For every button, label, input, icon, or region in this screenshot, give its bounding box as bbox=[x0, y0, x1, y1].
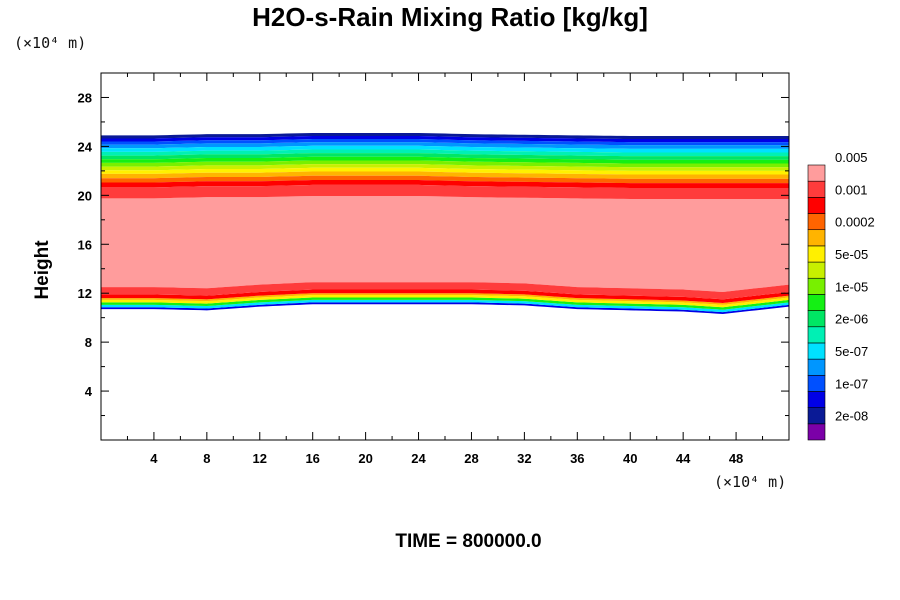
contour-band-top bbox=[101, 180, 789, 188]
colorbar-swatch bbox=[807, 245, 826, 263]
y-tick-label: 28 bbox=[78, 90, 92, 105]
y-tick-label: 12 bbox=[78, 286, 92, 301]
contour-band-bottom bbox=[101, 302, 789, 314]
contour-band-top bbox=[101, 136, 789, 143]
y-tick-label: 4 bbox=[85, 384, 93, 399]
contour-band-top bbox=[101, 184, 789, 200]
contour-band-top bbox=[101, 132, 789, 140]
x-tick-label: 48 bbox=[729, 451, 743, 466]
colorbar-swatch bbox=[807, 261, 826, 279]
contour-band-top bbox=[101, 167, 789, 175]
colorbar-label: 1e-05 bbox=[835, 279, 868, 294]
colorbar-swatch bbox=[807, 326, 826, 344]
x-tick-label: 16 bbox=[305, 451, 319, 466]
contour-band-bottom bbox=[101, 282, 789, 300]
x-axis-unit: (×10⁴ m) bbox=[714, 473, 787, 491]
x-tick-label: 8 bbox=[203, 451, 210, 466]
colorbar-swatch bbox=[807, 180, 826, 198]
colorbar-swatch bbox=[807, 277, 826, 295]
y-tick-label: 24 bbox=[78, 139, 93, 154]
colorbar-swatch bbox=[807, 358, 826, 376]
colorbar-swatch bbox=[807, 391, 826, 408]
contour-band-top bbox=[101, 164, 789, 171]
y-tick-label: 16 bbox=[78, 237, 92, 252]
colorbar: 2e-08 1e-07 5e-07 2e-06 1e-05 5e-05 0.0002 0.00… bbox=[807, 150, 875, 441]
colorbar-swatch bbox=[807, 423, 826, 441]
y-tick-label: 20 bbox=[78, 188, 92, 203]
x-tick-label: 4 bbox=[150, 451, 158, 466]
contour-band-bottom bbox=[101, 299, 789, 313]
colorbar-label: 2e-06 bbox=[835, 312, 868, 327]
contour-band-bottom bbox=[101, 293, 789, 305]
contour-band-top bbox=[101, 175, 789, 184]
colorbar-label: 0.005 bbox=[835, 150, 868, 165]
colorbar-label: 0.0002 bbox=[835, 215, 875, 230]
chart-title: H2O-s-Rain Mixing Ratio [kg/kg] bbox=[252, 2, 648, 32]
x-tick-label: 40 bbox=[623, 451, 637, 466]
colorbar-label: 1e-07 bbox=[835, 376, 868, 391]
contour-fill bbox=[101, 132, 789, 314]
contour-band-top bbox=[101, 139, 789, 146]
contour-band-top bbox=[101, 153, 789, 160]
x-axis: 4 8 12 16 20 24 28 32 36 40 44 48 bbox=[126, 73, 764, 466]
x-tick-label: 28 bbox=[464, 451, 478, 466]
colorbar-swatch bbox=[807, 310, 826, 328]
x-tick-label: 44 bbox=[676, 451, 691, 466]
contour-band-top bbox=[101, 160, 789, 168]
x-tick-label: 24 bbox=[411, 451, 426, 466]
y-tick-label: 8 bbox=[85, 335, 92, 350]
colorbar-swatch bbox=[807, 213, 826, 231]
colorbar-swatch bbox=[807, 197, 826, 214]
colorbar-label: 2e-08 bbox=[835, 409, 868, 424]
contour-band-top bbox=[101, 142, 789, 149]
colorbar-label: 5e-07 bbox=[835, 344, 868, 359]
contour-band-top bbox=[101, 171, 789, 179]
colorbar-swatch bbox=[807, 294, 826, 311]
contour-core bbox=[101, 195, 789, 292]
contour-band-bottom bbox=[101, 289, 789, 303]
y-axis: 4 8 12 16 20 24 28 bbox=[78, 90, 789, 417]
x-tick-label: 12 bbox=[253, 451, 267, 466]
colorbar-swatch bbox=[807, 407, 826, 425]
colorbar-label: 0.001 bbox=[835, 182, 868, 197]
contour-band-top bbox=[101, 145, 789, 153]
colorbar-swatch bbox=[807, 164, 826, 182]
x-tick-label: 36 bbox=[570, 451, 584, 466]
colorbar-swatch bbox=[807, 374, 826, 392]
colorbar-label: 5e-05 bbox=[835, 247, 868, 262]
y-axis-unit: (×10⁴ m) bbox=[14, 34, 87, 52]
x-tick-label: 32 bbox=[517, 451, 531, 466]
colorbar-swatch bbox=[807, 229, 826, 247]
colorbar-swatch bbox=[807, 342, 826, 360]
contour-band-bottom bbox=[101, 295, 789, 308]
contour-band-bottom bbox=[101, 297, 789, 310]
contour-band-top bbox=[101, 149, 789, 157]
time-label: TIME = 800000.0 bbox=[395, 531, 542, 552]
contour-band-top bbox=[101, 156, 789, 164]
x-tick-label: 20 bbox=[358, 451, 372, 466]
